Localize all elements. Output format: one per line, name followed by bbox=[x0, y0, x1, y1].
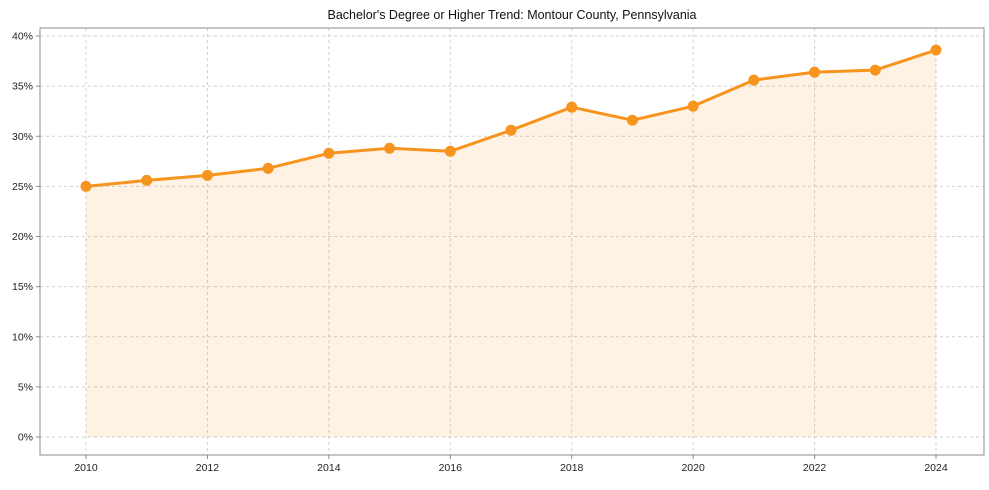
data-points bbox=[80, 44, 942, 192]
y-tick-label: 5% bbox=[18, 381, 33, 393]
x-tick-label: 2020 bbox=[681, 462, 705, 474]
data-point-2014 bbox=[323, 147, 335, 159]
data-point-2011 bbox=[141, 174, 153, 186]
y-tick-label: 0% bbox=[18, 432, 33, 444]
x-axis: 2010 2012 2014 2016 2018 2020 2022 2024 bbox=[74, 455, 948, 474]
data-point-2024 bbox=[930, 44, 942, 56]
data-point-2015 bbox=[384, 142, 396, 154]
y-tick-label: 15% bbox=[12, 281, 33, 293]
data-point-2016 bbox=[444, 145, 456, 157]
y-tick-label: 20% bbox=[12, 231, 33, 243]
y-tick-label: 40% bbox=[12, 31, 33, 43]
x-tick-label: 2022 bbox=[803, 462, 827, 474]
data-point-2021 bbox=[748, 74, 760, 86]
x-tick-label: 2024 bbox=[924, 462, 948, 474]
data-point-2023 bbox=[869, 64, 881, 76]
y-tick-label: 30% bbox=[12, 131, 33, 143]
x-tick-label: 2014 bbox=[317, 462, 341, 474]
plot-border bbox=[39, 27, 985, 456]
x-tick-label: 2012 bbox=[196, 462, 220, 474]
data-point-2019 bbox=[626, 114, 638, 126]
y-tick-label: 25% bbox=[12, 181, 33, 193]
x-tick-label: 2016 bbox=[439, 462, 463, 474]
data-point-2010 bbox=[80, 180, 92, 192]
data-point-2020 bbox=[687, 100, 699, 112]
area-fill bbox=[86, 50, 936, 437]
chart-title: Bachelor's Degree or Higher Trend: Monto… bbox=[327, 8, 697, 22]
data-point-2022 bbox=[809, 66, 821, 78]
data-point-2018 bbox=[566, 101, 578, 113]
gridlines bbox=[40, 28, 984, 455]
y-tick-label: 35% bbox=[12, 81, 33, 93]
data-point-2017 bbox=[505, 124, 517, 136]
x-tick-label: 2018 bbox=[560, 462, 584, 474]
data-point-2012 bbox=[201, 169, 213, 181]
y-tick-label: 10% bbox=[12, 331, 33, 343]
y-axis: 0% 5% 10% 15% 20% 25% 30% 35% 40% bbox=[12, 31, 40, 444]
x-tick-label: 2010 bbox=[74, 462, 98, 474]
data-point-2013 bbox=[262, 162, 274, 174]
